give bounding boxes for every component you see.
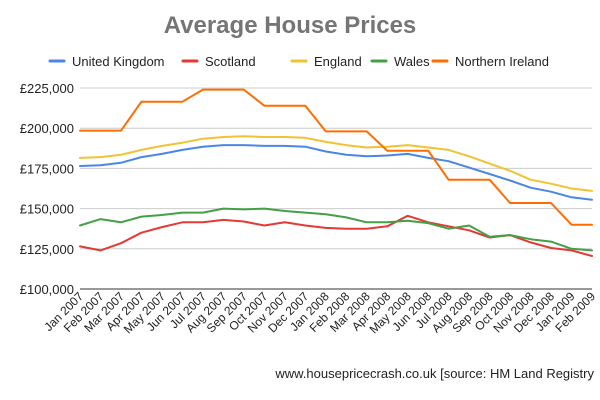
chart-title: Average House Prices <box>164 12 417 39</box>
series-line-united-kingdom <box>79 144 593 201</box>
legend-item-wales: Wales <box>370 54 430 69</box>
y-tick-label: £200,000 <box>20 121 74 136</box>
series-line-england <box>79 135 593 192</box>
legend-item-england: England <box>290 54 362 69</box>
legend-item-northern-ireland: Northern Ireland <box>431 54 549 69</box>
y-tick-label: £150,000 <box>20 202 74 217</box>
gridlines <box>80 87 592 290</box>
legend-label: England <box>314 54 362 69</box>
y-tick-label: £175,000 <box>20 161 74 176</box>
y-tick-label: £125,000 <box>20 242 74 257</box>
series-lines <box>79 88 593 257</box>
legend-label: United Kingdom <box>72 54 165 69</box>
y-tick-label: £100,000 <box>20 282 74 297</box>
legend: United Kingdom Scotland England Wales Northe… <box>48 54 549 69</box>
source-note: www.housepricecrash.co.uk [source: HM La… <box>274 366 594 381</box>
legend-label: Wales <box>394 54 430 69</box>
legend-item-united-kingdom: United Kingdom <box>48 54 165 69</box>
series-line-wales <box>79 207 593 252</box>
y-axis: £100,000 £125,000 £150,000 £175,000 £200,000… <box>20 81 74 297</box>
y-tick-label: £225,000 <box>20 81 74 96</box>
legend-label: Scotland <box>205 54 256 69</box>
series-line-northern-ireland <box>79 88 593 226</box>
legend-label: Northern Ireland <box>455 54 549 69</box>
legend-item-scotland: Scotland <box>181 54 256 69</box>
